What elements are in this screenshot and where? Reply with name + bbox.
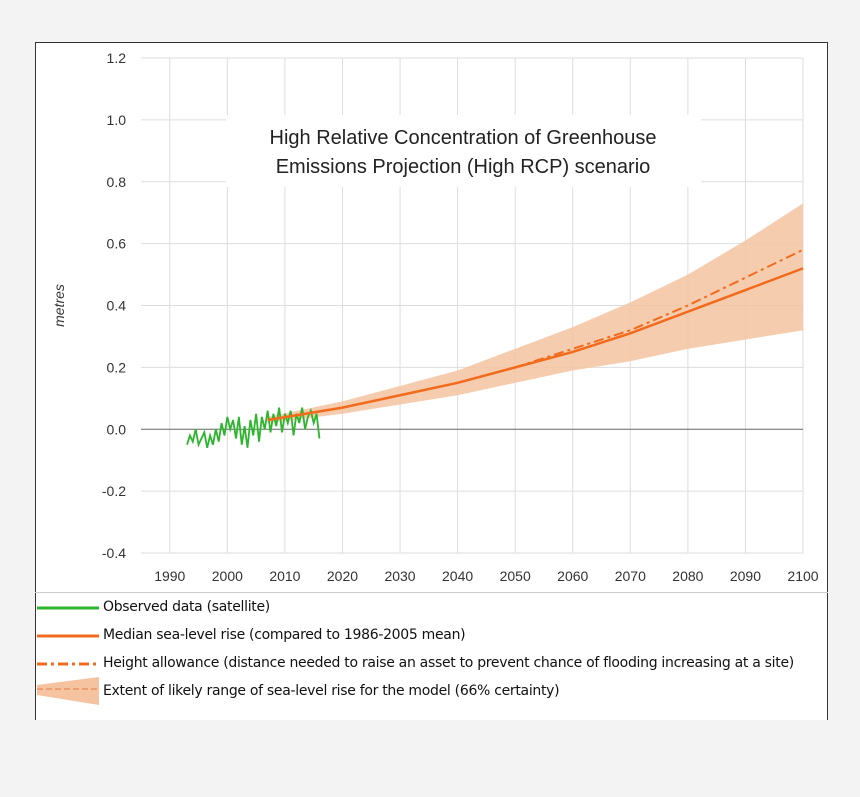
legend-swatch-allowance [37,662,99,666]
x-tick-label: 2090 [730,568,761,584]
y-tick-label: 0.0 [107,421,127,437]
legend: Observed data (satellite) Median sea-lev… [35,592,828,721]
median-line [267,267,804,422]
chart-title: Emissions Projection (High RCP) scenario [276,156,651,178]
title-background [226,115,701,187]
y-tick-label: 0.2 [107,359,127,375]
legend-label: Median sea-level rise (compared to 1986-… [103,627,466,643]
legend-label: Observed data (satellite) [103,599,270,615]
legend-label: Height allowance (distance needed to rai… [103,655,794,671]
chart-title: High Relative Concentration of Greenhous… [270,127,657,149]
chart-svg: 1990 2000 2010 2020 2030 2040 2050 2060 2070 2080… [51,50,819,584]
y-axis-label: metres [51,284,67,327]
x-tick-label: 2040 [442,568,473,584]
y-tick-label: -0.2 [102,483,126,499]
chart-frame: 1990 2000 2010 2020 2030 2040 2050 2060 2070 2080… [35,42,828,720]
x-tick-label: 2050 [500,568,531,584]
legend-swatch-band [37,677,99,705]
y-tick-label: 0.8 [107,174,127,190]
x-tick-label: 2060 [557,568,588,584]
x-tick-label: 2020 [327,568,358,584]
x-tick-label: 2010 [269,568,300,584]
likely-range-band [267,203,803,424]
legend-swatch-observed [37,606,99,610]
y-tick-label: 0.6 [107,236,127,252]
x-tick-label: 2080 [672,568,703,584]
legend-label: Extent of likely range of sea-level rise… [103,683,560,699]
observed-line [186,407,321,449]
y-tick-label: 1.0 [107,112,127,128]
x-tick-label: 2000 [212,568,243,584]
x-tick-label: 2070 [615,568,646,584]
y-tick-label: -0.4 [102,545,126,561]
x-tick-label: 2100 [787,568,818,584]
y-tick-label: 0.4 [107,298,127,314]
legend-swatch-median [37,634,99,638]
y-tick-label: 1.2 [107,50,127,66]
x-tick-label: 1990 [154,568,185,584]
x-tick-label: 2030 [384,568,415,584]
